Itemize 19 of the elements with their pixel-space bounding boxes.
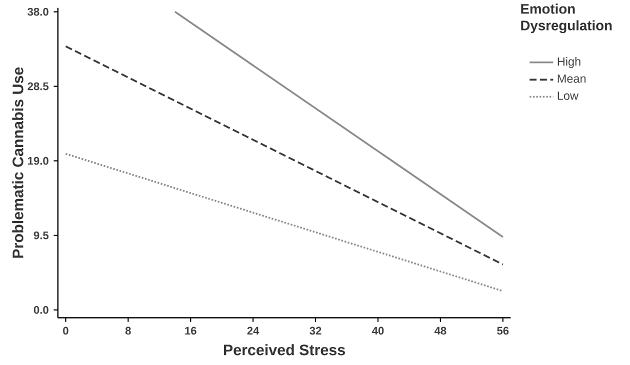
x-tick-label: 16 xyxy=(185,326,196,335)
x-tick-label: 8 xyxy=(125,326,131,335)
y-tick-label: 0.0 xyxy=(34,306,48,314)
legend-label: Low xyxy=(558,92,579,100)
y-tick-label: 19.0 xyxy=(28,156,48,165)
legend-title: Emotion Dysregulation xyxy=(521,4,612,34)
x-tick-label: 56 xyxy=(497,326,509,335)
legend-label: High xyxy=(558,57,580,68)
x-tick-label: 0 xyxy=(63,326,68,335)
y-tick-label: 28.5 xyxy=(28,82,49,90)
x-tick-label: 32 xyxy=(310,326,322,335)
y-tick-label: 38.0 xyxy=(28,8,48,16)
x-tick-label: 24 xyxy=(247,326,260,335)
legend-label: Mean xyxy=(558,74,586,83)
x-tick-label: 48 xyxy=(434,326,446,335)
y-tick-label: 9.5 xyxy=(34,231,49,240)
y-axis-title: Problematic Cannabis Use xyxy=(12,67,24,258)
x-tick-label: 40 xyxy=(372,326,384,335)
x-axis-title: Perceived Stress xyxy=(224,344,345,356)
